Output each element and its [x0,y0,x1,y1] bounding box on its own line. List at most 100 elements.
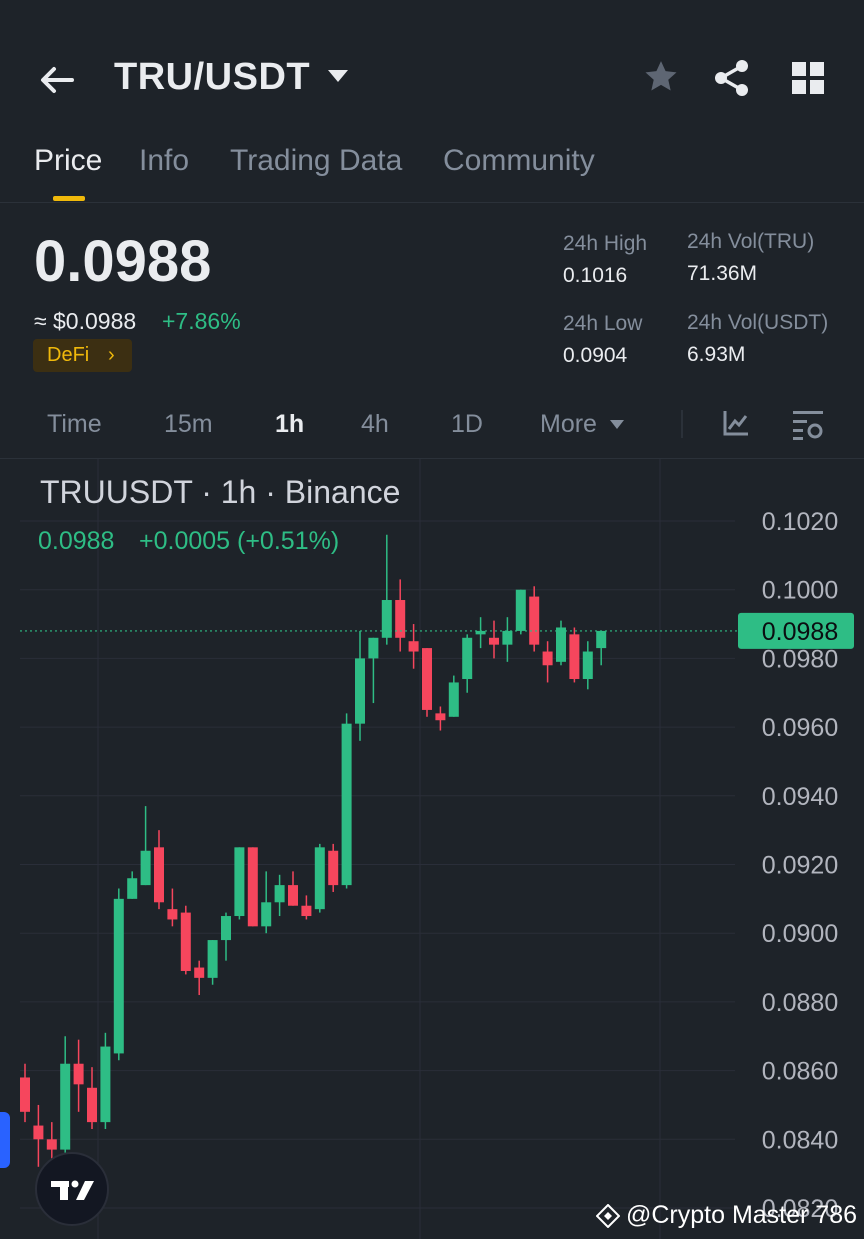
candle-body [435,713,446,721]
low-label: 24h Low [563,312,643,335]
caret-down-icon[interactable] [328,70,348,82]
interval-4h[interactable]: 4h [361,410,389,438]
top-bar: TRU/USDT [0,0,864,130]
high-value: 0.1016 [563,264,628,287]
candle-body [221,916,231,941]
candle-body [113,898,124,1054]
candle-body [288,885,298,906]
candle-body [314,847,325,910]
last-price-badge [738,612,854,649]
candle-body [73,1063,84,1085]
candle-body [194,967,205,978]
candle-body [20,1077,30,1112]
candle-body [395,600,406,638]
candle-body [46,1139,57,1150]
y-tick-label: 0.1020 [762,508,838,536]
candle-body [556,627,566,662]
candle-body [127,878,138,899]
y-tick-label: 0.0940 [762,783,838,811]
candle-body [502,630,513,645]
candle-body [475,630,486,635]
candle-body [234,847,245,917]
defi-tag-label: DeFi [47,344,90,366]
candle-body [33,1125,44,1140]
binance-diamond-icon [596,1204,620,1228]
chart-last-price: 0.0988 [38,527,115,555]
star-icon[interactable] [642,58,680,96]
interval-time[interactable]: Time [47,410,102,438]
candle-body [87,1087,97,1123]
candle-body [100,1046,111,1123]
high-label: 24h High [563,232,648,255]
vol-tru-label: 24h Vol(TRU) [687,230,815,253]
candle-body [167,909,178,920]
y-tick-label: 0.0820 [762,1195,838,1223]
usd-price: ≈ $0.0988 [34,308,137,334]
tab-community[interactable]: Community [443,144,595,177]
candle-body [381,600,392,638]
candle-body [542,651,553,666]
candle-body [489,637,499,645]
interval-divider [681,410,683,438]
last-price: 0.0988 [34,229,212,294]
vol-usdt-value: 6.93M [687,343,746,366]
interval-more[interactable]: More [540,410,597,438]
tabs-divider [0,202,864,203]
y-tick-label: 0.0920 [762,852,838,880]
tab-price[interactable]: Price [34,144,103,177]
candle-body [368,637,379,659]
candle-body [408,641,419,652]
last-price-badge-label: 0.0988 [762,618,838,646]
chart-title: TRUUSDT · 1h · Binance [40,474,401,510]
candle-body [448,682,459,717]
caret-down-icon [610,420,624,429]
tab-trading-data[interactable]: Trading Data [230,144,403,177]
y-tick-label: 0.0880 [762,989,838,1017]
vol-tru-value: 71.36M [687,262,758,285]
candle-body [154,847,164,903]
grid-icon[interactable] [791,61,825,95]
share-icon[interactable] [712,58,752,98]
chart-change: +0.0005 (+0.51%) [139,527,340,555]
tradingview-icon [51,1180,94,1200]
candle-body [462,637,473,680]
candle-body [274,885,285,903]
candle-body [529,596,540,645]
y-tick-label: 0.1000 [762,577,838,605]
candle-body [60,1063,71,1150]
low-value: 0.0904 [563,344,628,367]
tradingview-logo [35,1152,109,1226]
vol-usdt-label: 24h Vol(USDT) [687,311,829,334]
y-tick-label: 0.0980 [762,645,838,673]
defi-tag-button[interactable] [33,339,132,372]
candle-body [140,850,151,886]
candle-body [261,902,272,927]
candle-body [247,847,258,927]
candle-body [569,634,580,680]
interval-1h[interactable]: 1h [275,410,305,438]
chart-settings-icon[interactable] [792,409,824,441]
interval-1d[interactable]: 1D [451,410,483,438]
candlestick-chart[interactable]: 0.1020 0.1000 0.0980 0.0960 0.0940 0.0920 0.09… [0,459,864,1239]
active-tab-indicator [53,196,85,201]
candle-body [301,905,312,917]
candle-body [207,940,218,978]
y-tick-label: 0.0900 [762,920,838,948]
candle-body [328,850,339,886]
indicator-chart-icon[interactable] [722,409,750,437]
interval-15m[interactable]: 15m [164,410,213,438]
pair-title[interactable]: TRU/USDT [114,56,311,98]
tab-info[interactable]: Info [139,144,190,177]
back-arrow-icon[interactable] [36,60,76,100]
y-tick-label: 0.0960 [762,714,838,742]
y-tick-label: 0.0860 [762,1058,838,1086]
chart-divider [0,458,864,459]
change-percent: +7.86% [162,308,241,334]
candle-body [515,589,526,631]
chevron-right-icon: › [108,344,115,366]
candle-body [422,648,432,710]
candle-body [355,658,365,724]
drawer-handle[interactable] [0,1112,10,1168]
y-tick-label: 0.0840 [762,1126,838,1154]
candle-body [180,912,191,971]
